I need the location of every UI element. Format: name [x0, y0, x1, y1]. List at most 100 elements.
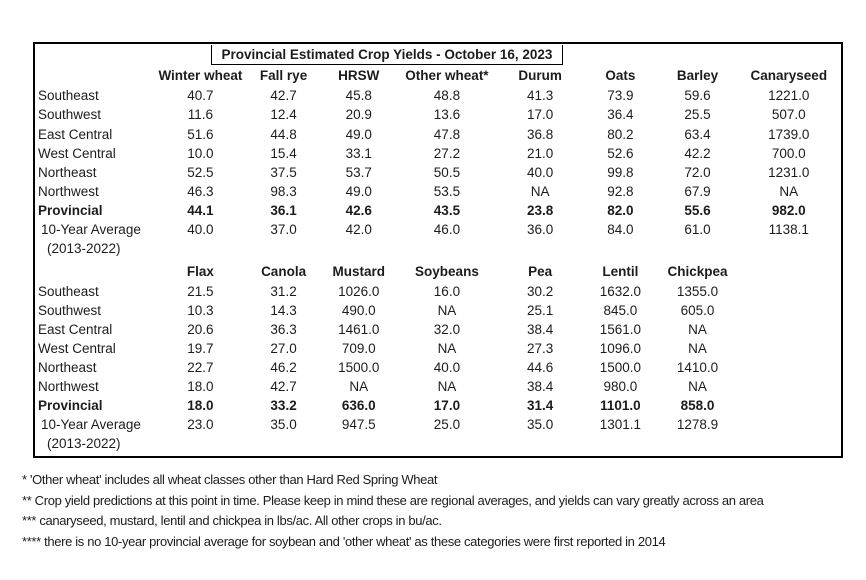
cell	[737, 396, 841, 415]
cell: 1096.0	[599, 341, 641, 357]
table-row: West Central 19.7 27.0 709.0 NA 27.3 109…	[35, 339, 841, 358]
column-header: Mustard	[332, 263, 385, 279]
cell: 1026.0	[338, 283, 380, 299]
table-row: Southwest 10.3 14.3 490.0 NA 25.1 845.0 …	[35, 301, 841, 320]
table-row: Northwest 46.3 98.3 49.0 53.5 NA 92.8 67…	[35, 182, 841, 201]
table-row-10yr-average: 10-Year Average (2013-2022) 23.0 35.0 94…	[35, 415, 841, 456]
cell: 858.0	[680, 398, 715, 414]
cell: 21.0	[527, 145, 554, 161]
cell: 23.0	[187, 417, 214, 433]
cell: 44.1	[187, 203, 214, 219]
cell: 72.0	[684, 164, 711, 180]
cell: 37.5	[270, 164, 297, 180]
cell: 35.0	[527, 417, 554, 433]
cell: 40.0	[187, 222, 214, 238]
cell: 44.6	[527, 360, 554, 376]
cell: 82.0	[607, 203, 634, 219]
table-row: Southwest 11.6 12.4 20.9 13.6 17.0 36.4 …	[35, 105, 841, 124]
column-header: Winter wheat	[158, 68, 243, 84]
cell: 1231.0	[768, 164, 810, 180]
cell: NA	[530, 183, 550, 199]
cell: 53.7	[345, 164, 372, 180]
footnote: **** there is no 10-year provincial aver…	[22, 533, 666, 549]
cell: 37.0	[270, 222, 297, 238]
cell: 27.3	[527, 341, 554, 357]
cell: 31.4	[527, 398, 554, 414]
row-label: Provincial	[38, 203, 103, 219]
cell: 30.2	[527, 283, 554, 299]
cell: 845.0	[603, 302, 638, 318]
cell: 20.6	[187, 321, 214, 337]
row-label-line1: 10-Year Average	[41, 417, 141, 433]
column-header: Canaryseed	[750, 68, 828, 84]
cell: 27.0	[270, 341, 297, 357]
row-label-line1: 10-Year Average	[41, 222, 141, 238]
column-header: Barley	[676, 68, 719, 84]
cell: 53.5	[433, 183, 461, 199]
cell: 1221.0	[768, 88, 810, 104]
cell: NA	[779, 183, 799, 199]
column-header: Flax	[186, 263, 214, 279]
cell: 40.0	[433, 360, 461, 376]
table-row-provincial: Provincial 44.1 36.1 42.6 43.5 23.8 82.0…	[35, 201, 841, 220]
cell: 13.6	[433, 107, 461, 123]
cell: 1138.1	[768, 222, 809, 238]
cell: 18.0	[187, 379, 214, 395]
cell: 59.6	[684, 88, 711, 104]
cell: NA	[349, 379, 369, 395]
cell: 51.6	[187, 126, 214, 142]
cell: 52.5	[187, 164, 214, 180]
cell: 61.0	[684, 222, 711, 238]
cell: 36.8	[527, 126, 554, 142]
cell: 98.3	[270, 183, 297, 199]
cell: NA	[437, 302, 457, 318]
cell: 44.8	[270, 126, 297, 142]
cell: 709.0	[341, 341, 376, 357]
column-header: Pea	[528, 263, 553, 279]
column-header: Lentil	[602, 263, 639, 279]
table2-header-row: Flax Canola Mustard Soybeans Pea Lentil …	[35, 260, 841, 281]
cell: 67.9	[684, 183, 711, 199]
table-row-10yr-average: 10-Year Average (2013-2022) 40.0 37.0 42…	[35, 220, 841, 260]
row-label: Southwest	[38, 302, 102, 318]
row-label-line2: (2013-2022)	[47, 241, 121, 257]
cell: 1410.0	[676, 360, 719, 376]
row-label-line2: (2013-2022)	[47, 436, 121, 452]
cell: 49.0	[345, 126, 372, 142]
row-label: Southeast	[38, 88, 99, 104]
page-title: Provincial Estimated Crop Yields - Octob…	[211, 44, 563, 65]
cell: 1461.0	[338, 321, 380, 337]
cell: 17.0	[527, 107, 554, 123]
cell: 42.7	[270, 88, 297, 104]
cell: 31.2	[270, 283, 297, 299]
table-row: Northeast 52.5 37.5 53.7 50.5 40.0 99.8 …	[35, 163, 841, 182]
table1-header-row: Winter wheat Fall rye HRSW Other wheat* …	[35, 65, 841, 86]
cell: 42.6	[345, 203, 372, 219]
cell: 40.0	[527, 164, 554, 180]
cell: 36.0	[527, 222, 554, 238]
column-header: Soybeans	[415, 263, 479, 279]
row-label: 10-Year Average (2013-2022)	[35, 415, 155, 456]
footnote: *** canaryseed, mustard, lentil and chic…	[22, 513, 442, 529]
cell: 46.2	[270, 360, 297, 376]
cell	[737, 339, 841, 358]
row-label: Northwest	[38, 183, 99, 199]
column-header	[35, 65, 155, 86]
cell: 490.0	[341, 302, 376, 318]
cell: 80.2	[607, 126, 634, 142]
crop-yields-table: Provincial Estimated Crop Yields - Octob…	[35, 44, 841, 456]
cell	[737, 301, 841, 320]
cell: NA	[437, 341, 457, 357]
cell: 1632.0	[599, 283, 641, 299]
cell: 32.0	[433, 321, 461, 337]
table-row: Northwest 18.0 42.7 NA NA 38.4 980.0 NA	[35, 377, 841, 396]
row-label: East Central	[38, 126, 113, 142]
cell: 45.8	[345, 88, 372, 104]
cell: 980.0	[603, 379, 638, 395]
cell: 15.4	[270, 145, 297, 161]
cell	[737, 415, 841, 456]
table-row: Southeast 21.5 31.2 1026.0 16.0 30.2 163…	[35, 282, 841, 301]
cell: 25.1	[527, 302, 554, 318]
cell: 25.5	[684, 107, 711, 123]
cell: 12.4	[270, 107, 297, 123]
